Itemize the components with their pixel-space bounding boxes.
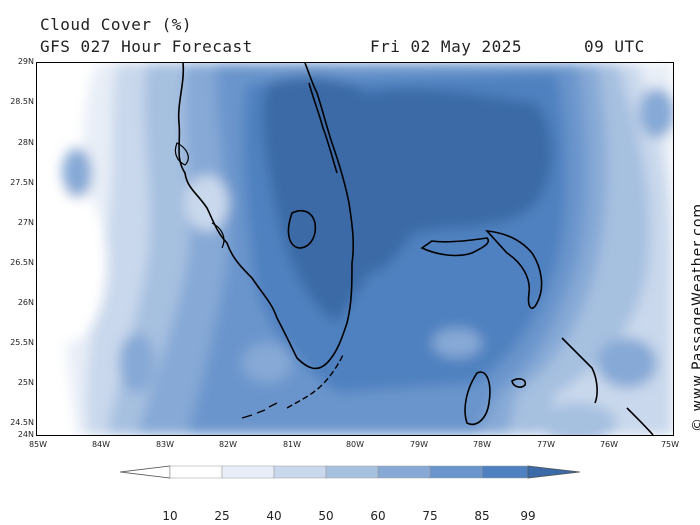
lat-label-27-5n: 27.5N <box>10 178 34 187</box>
lat-label-29n: 29N <box>17 57 34 66</box>
lat-label-24-5n: 24.5N <box>10 418 34 427</box>
colorbar-segment-1 <box>169 465 223 479</box>
colorbar <box>119 465 581 479</box>
colorbar-label-25: 25 <box>214 509 230 523</box>
lat-label-27n: 27N <box>17 218 34 227</box>
colorbar-label-85: 85 <box>474 509 490 523</box>
colorbar-label-50: 50 <box>318 509 334 523</box>
lon-label-81w: 81W <box>282 440 302 449</box>
colorbar-label-75: 75 <box>422 509 438 523</box>
lat-label-26-5n: 26.5N <box>10 258 34 267</box>
forecast-date: Fri 02 May 2025 <box>370 37 522 56</box>
lat-label-26n: 26N <box>17 298 34 307</box>
colorbar-label-40: 40 <box>266 509 282 523</box>
lat-label-25n: 25N <box>17 378 34 387</box>
lat-label-28n: 28N <box>17 138 34 147</box>
colorbar-segment-7 <box>481 465 529 479</box>
map-canvas <box>37 63 673 435</box>
colorbar-segment-5 <box>377 465 431 479</box>
lon-label-84w: 84W <box>91 440 111 449</box>
map-title: Cloud Cover (%) <box>40 15 192 34</box>
colorbar-label-99: 99 <box>520 509 536 523</box>
lon-label-85w: 85W <box>28 440 48 449</box>
lat-label-24n: 24N <box>17 430 34 439</box>
colorbar-label-10: 10 <box>162 509 178 523</box>
lon-label-83w: 83W <box>155 440 175 449</box>
lat-label-25-5n: 25.5N <box>10 338 34 347</box>
forecast-subtitle: GFS 027 Hour Forecast <box>40 37 253 56</box>
lon-label-82w: 82W <box>218 440 238 449</box>
colorbar-segment-2 <box>221 465 275 479</box>
lon-label-77w: 77W <box>536 440 556 449</box>
lat-label-28-5n: 28.5N <box>10 97 34 106</box>
colorbar-segment-6 <box>429 465 483 479</box>
cloud-cover-map <box>36 62 674 436</box>
lon-label-76w: 76W <box>599 440 619 449</box>
watermark-text: © www.PassageWeather.com <box>690 202 700 432</box>
lon-label-80w: 80W <box>345 440 365 449</box>
colorbar-segment-3 <box>273 465 327 479</box>
coastline <box>174 63 654 435</box>
lon-label-75w: 75W <box>660 440 680 449</box>
colorbar-label-60: 60 <box>370 509 386 523</box>
colorbar-segment-4 <box>325 465 379 479</box>
colorbar-left-arrow <box>119 465 171 479</box>
lon-label-79w: 79W <box>409 440 429 449</box>
colorbar-right-arrow <box>527 465 581 479</box>
forecast-time: 09 UTC <box>584 37 645 56</box>
cloud-field <box>37 63 673 435</box>
lon-label-78w: 78W <box>472 440 492 449</box>
